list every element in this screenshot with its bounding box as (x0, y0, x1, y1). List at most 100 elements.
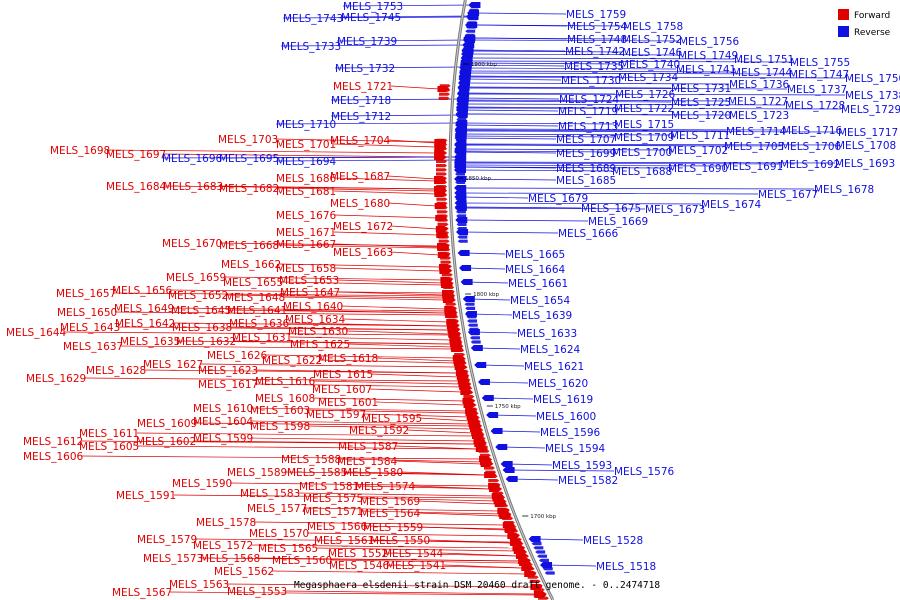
reverse-feature-arrow[interactable] (481, 395, 494, 401)
gene-label[interactable]: MELS_1697 (106, 149, 166, 161)
gene-label[interactable]: MELS_1541 (386, 560, 446, 572)
gene-label[interactable]: MELS_1679 (528, 193, 588, 205)
gene-label[interactable]: MELS_1661 (508, 278, 568, 290)
gene-label[interactable]: MELS_1594 (545, 443, 605, 455)
gene-label[interactable]: MELS_1600 (536, 411, 596, 423)
gene-label[interactable]: MELS_1695 (219, 153, 279, 165)
gene-label[interactable]: MELS_1638 (172, 322, 232, 334)
gene-label[interactable]: MELS_1605 (79, 441, 139, 453)
gene-label[interactable]: MELS_1606 (23, 451, 83, 463)
reverse-feature-arrow[interactable] (462, 296, 475, 302)
gene-label[interactable]: MELS_1655 (223, 277, 283, 289)
gene-label[interactable]: MELS_1691 (723, 161, 783, 173)
gene-label[interactable]: MELS_1666 (558, 228, 618, 240)
gene-label[interactable]: MELS_1688 (612, 166, 672, 178)
gene-label[interactable]: MELS_1626 (207, 350, 267, 362)
gene-label[interactable]: MELS_1593 (552, 460, 612, 472)
gene-label[interactable]: MELS_1722 (614, 103, 674, 115)
gene-label[interactable]: MELS_1618 (318, 353, 378, 365)
gene-label[interactable]: MELS_1642 (115, 318, 175, 330)
gene-label[interactable]: MELS_1619 (533, 394, 593, 406)
gene-label[interactable]: MELS_1684 (106, 181, 166, 193)
gene-label[interactable]: MELS_1735 (564, 61, 624, 73)
gene-label[interactable]: MELS_1630 (288, 326, 348, 338)
gene-label[interactable]: MELS_1659 (166, 272, 226, 284)
gene-label[interactable]: MELS_1653 (279, 275, 339, 287)
gene-label[interactable]: MELS_1683 (163, 181, 223, 193)
gene-label[interactable]: MELS_1756 (679, 36, 739, 48)
gene-label[interactable]: MELS_1596 (540, 427, 600, 439)
gene-label[interactable]: MELS_1657 (56, 288, 116, 300)
gene-label[interactable]: MELS_1708 (836, 140, 896, 152)
gene-label[interactable]: MELS_1665 (505, 249, 565, 261)
reverse-feature-arrow[interactable] (459, 265, 472, 271)
gene-label[interactable]: MELS_1553 (227, 586, 287, 598)
gene-label[interactable]: MELS_1738 (845, 90, 900, 102)
gene-label[interactable]: MELS_1559 (363, 522, 423, 534)
gene-label[interactable]: MELS_1550 (370, 535, 430, 547)
gene-label[interactable]: MELS_1576 (614, 466, 674, 478)
gene-label[interactable]: MELS_1518 (596, 561, 656, 573)
gene-label[interactable]: MELS_1634 (285, 314, 345, 326)
gene-label[interactable]: MELS_1570 (249, 528, 309, 540)
gene-label[interactable]: MELS_1633 (517, 328, 577, 340)
gene-label[interactable]: MELS_1620 (528, 378, 588, 390)
gene-label[interactable]: MELS_1713 (558, 121, 618, 133)
gene-label[interactable]: MELS_1567 (112, 587, 172, 599)
gene-label[interactable]: MELS_1751 (734, 54, 794, 66)
gene-label[interactable]: MELS_1740 (620, 59, 680, 71)
reverse-feature-arrow[interactable] (490, 428, 503, 434)
gene-label[interactable]: MELS_1739 (337, 36, 397, 48)
gene-label[interactable]: MELS_1754 (567, 21, 627, 33)
gene-label[interactable]: MELS_1755 (790, 57, 850, 69)
gene-label[interactable]: MELS_1736 (729, 79, 789, 91)
gene-label[interactable]: MELS_1750 (845, 73, 900, 85)
gene-label[interactable]: MELS_1732 (335, 63, 395, 75)
gene-label[interactable]: MELS_1698 (50, 145, 110, 157)
gene-label[interactable]: MELS_1673 (645, 204, 705, 216)
gene-label[interactable]: MELS_1608 (255, 393, 315, 405)
gene-label[interactable]: MELS_1607 (312, 384, 372, 396)
gene-label[interactable]: MELS_1565 (258, 543, 318, 555)
gene-label[interactable]: MELS_1609 (137, 418, 197, 430)
gene-label[interactable]: MELS_1644 (6, 327, 66, 339)
gene-label[interactable]: MELS_1721 (333, 81, 393, 93)
gene-label[interactable]: MELS_1589 (227, 467, 287, 479)
gene-label[interactable]: MELS_1617 (198, 379, 258, 391)
gene-label[interactable]: MELS_1741 (676, 64, 736, 76)
gene-label[interactable]: MELS_1656 (112, 285, 172, 297)
gene-label[interactable]: MELS_1601 (318, 397, 378, 409)
gene-label[interactable]: MELS_1687 (330, 171, 390, 183)
gene-label[interactable]: MELS_1629 (26, 373, 86, 385)
reverse-feature-arrow[interactable] (460, 279, 473, 285)
gene-label[interactable]: MELS_1686 (276, 173, 336, 185)
gene-label[interactable]: MELS_1624 (520, 344, 580, 356)
gene-label[interactable]: MELS_1599 (193, 433, 253, 445)
gene-label[interactable]: MELS_1590 (172, 478, 232, 490)
gene-label[interactable]: MELS_1658 (276, 263, 336, 275)
gene-label[interactable]: MELS_1584 (337, 456, 397, 468)
gene-label[interactable]: MELS_1676 (276, 210, 336, 222)
gene-label[interactable]: MELS_1672 (333, 221, 393, 233)
gene-label[interactable]: MELS_1528 (583, 535, 643, 547)
gene-label[interactable]: MELS_1746 (622, 47, 682, 59)
gene-label[interactable]: MELS_1636 (229, 318, 289, 330)
gene-label[interactable]: MELS_1734 (618, 72, 678, 84)
gene-label[interactable]: MELS_1602 (136, 436, 196, 448)
gene-label[interactable]: MELS_1692 (780, 159, 840, 171)
gene-label[interactable]: MELS_1699 (556, 148, 616, 160)
gene-label[interactable]: MELS_1725 (671, 97, 731, 109)
gene-label[interactable]: MELS_1705 (724, 141, 784, 153)
gene-label[interactable]: MELS_1690 (668, 163, 728, 175)
gene-label[interactable]: MELS_1621 (524, 361, 584, 373)
gene-label[interactable]: MELS_1603 (250, 405, 310, 417)
gene-label[interactable]: MELS_1578 (196, 517, 256, 529)
gene-label[interactable]: MELS_1682 (219, 183, 279, 195)
gene-label[interactable]: MELS_1670 (162, 238, 222, 250)
gene-label[interactable]: MELS_1668 (219, 240, 279, 252)
gene-label[interactable]: MELS_1680 (330, 198, 390, 210)
gene-label[interactable]: MELS_1694 (276, 156, 336, 168)
reverse-feature-arrow[interactable] (495, 444, 508, 450)
gene-label[interactable]: MELS_1669 (588, 216, 648, 228)
gene-label[interactable]: MELS_1579 (137, 534, 197, 546)
